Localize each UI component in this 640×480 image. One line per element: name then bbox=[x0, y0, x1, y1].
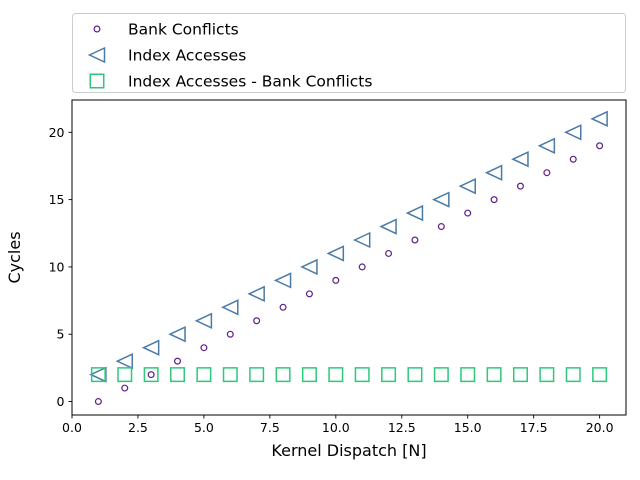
data-point bbox=[516, 182, 524, 190]
data-point bbox=[458, 177, 476, 195]
triangle-left-marker-icon bbox=[87, 46, 106, 64]
y-axis-label: Cycles bbox=[5, 231, 24, 283]
data-point bbox=[569, 155, 577, 163]
data-point bbox=[301, 367, 317, 383]
circle-marker-icon bbox=[93, 25, 101, 33]
data-point bbox=[592, 367, 608, 383]
legend-label: Bank Conflicts bbox=[128, 20, 239, 38]
data-point bbox=[121, 384, 129, 392]
x-axis-label: Kernel Dispatch [N] bbox=[271, 441, 426, 460]
data-point bbox=[170, 367, 186, 383]
data-point bbox=[194, 312, 213, 329]
data-point bbox=[354, 367, 370, 383]
data-point bbox=[596, 142, 604, 150]
data-point bbox=[437, 223, 445, 231]
data-point bbox=[273, 272, 292, 289]
x-tick-label: 15.0 bbox=[454, 420, 482, 435]
series-index-accesses bbox=[89, 110, 608, 383]
data-point bbox=[352, 231, 371, 249]
data-point bbox=[279, 303, 287, 311]
axes-frame bbox=[71, 99, 627, 416]
legend-entry: Index Accesses bbox=[87, 46, 246, 64]
x-tick-label: 0.0 bbox=[62, 420, 82, 435]
y-tick-label: 15 bbox=[49, 192, 65, 207]
x-tick-label: 20.0 bbox=[586, 420, 614, 435]
data-point bbox=[90, 367, 106, 383]
data-point bbox=[247, 285, 265, 303]
data-point bbox=[432, 191, 450, 208]
data-point bbox=[141, 339, 160, 356]
data-point bbox=[460, 367, 476, 383]
legend-label: Index Accesses - Bank Conflicts bbox=[128, 72, 372, 90]
data-point bbox=[379, 218, 397, 235]
data-point bbox=[94, 398, 102, 406]
data-point bbox=[563, 124, 582, 141]
legend-label: Index Accesses bbox=[128, 46, 246, 64]
data-point bbox=[328, 367, 344, 383]
legend: Bank Conflicts Index Accesses Index Access… bbox=[72, 13, 626, 93]
x-tick-label: 12.5 bbox=[388, 420, 416, 435]
data-point bbox=[411, 236, 419, 244]
data-point bbox=[275, 367, 291, 383]
data-point bbox=[433, 367, 449, 383]
data-point bbox=[249, 367, 265, 383]
series-index-accesses-bank-conflicts bbox=[90, 367, 608, 383]
data-point bbox=[115, 352, 134, 370]
data-point bbox=[486, 367, 502, 383]
data-point bbox=[326, 245, 345, 262]
data-point bbox=[590, 110, 608, 128]
x-tick-label: 17.5 bbox=[520, 420, 548, 435]
x-tick-label: 5.0 bbox=[194, 420, 214, 435]
data-point bbox=[200, 344, 208, 352]
y-tick-label: 20 bbox=[49, 125, 65, 140]
data-point bbox=[196, 367, 212, 383]
data-point bbox=[222, 367, 238, 383]
data-point bbox=[358, 263, 366, 271]
data-point bbox=[147, 371, 155, 379]
square-marker-icon bbox=[89, 73, 105, 89]
data-point bbox=[221, 299, 239, 316]
y-tick-label: 10 bbox=[49, 259, 65, 274]
data-point bbox=[305, 290, 313, 298]
data-point bbox=[168, 326, 186, 343]
data-point bbox=[490, 196, 498, 204]
data-point bbox=[143, 367, 159, 383]
data-point bbox=[539, 367, 555, 383]
data-point bbox=[407, 367, 423, 383]
legend-box bbox=[72, 13, 626, 93]
legend-entry: Bank Conflicts bbox=[93, 20, 239, 38]
y-axis: 0 5 10 15 20 bbox=[49, 125, 72, 409]
x-axis: 0.0 2.5 5.0 7.5 10.0 12.5 15.0 17.5 20.0 bbox=[62, 415, 614, 435]
data-point bbox=[332, 276, 340, 284]
x-tick-label: 2.5 bbox=[128, 420, 148, 435]
data-point bbox=[565, 367, 581, 383]
x-tick-label: 7.5 bbox=[260, 420, 280, 435]
data-point bbox=[537, 137, 556, 154]
y-tick-label: 5 bbox=[57, 327, 65, 342]
x-tick-label: 10.0 bbox=[322, 420, 350, 435]
data-point bbox=[381, 367, 397, 383]
data-point bbox=[174, 357, 182, 365]
data-point bbox=[253, 317, 261, 325]
data-point bbox=[484, 164, 503, 181]
data-point bbox=[464, 209, 472, 217]
y-tick-label: 0 bbox=[57, 394, 65, 409]
data-point bbox=[385, 249, 393, 257]
data-point bbox=[300, 258, 318, 276]
legend-entry: Index Accesses - Bank Conflicts bbox=[89, 72, 372, 90]
data-point bbox=[405, 204, 424, 222]
data-point bbox=[511, 151, 529, 168]
data-point bbox=[543, 169, 551, 177]
series-bank-conflicts bbox=[94, 142, 604, 406]
data-point bbox=[226, 330, 234, 338]
data-point bbox=[117, 367, 133, 383]
data-point bbox=[512, 367, 528, 383]
